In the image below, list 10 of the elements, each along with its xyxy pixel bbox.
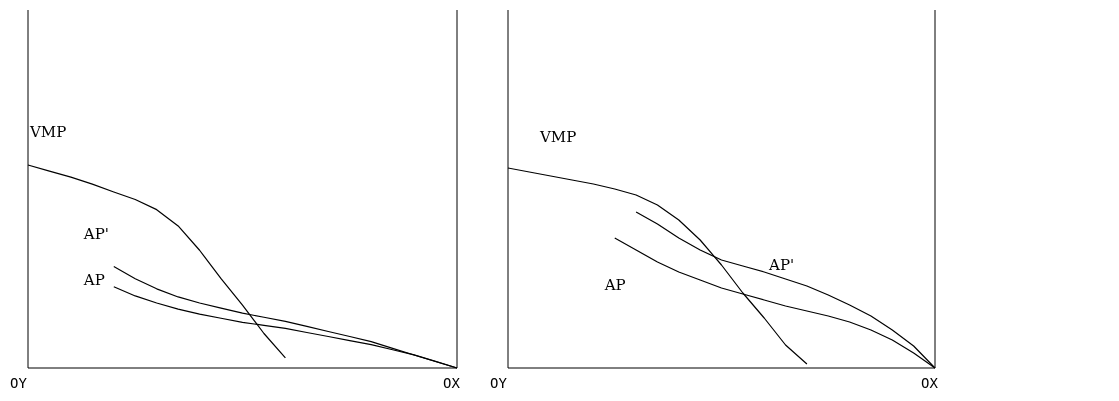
text: OY — [10, 375, 28, 391]
series-label: VMP — [539, 128, 577, 146]
text: OX — [921, 375, 939, 391]
series-label: AP' — [768, 256, 795, 274]
text: OY — [490, 375, 508, 391]
text: OX — [443, 375, 461, 391]
series-label: AP — [603, 276, 626, 294]
series-label: AP — [82, 270, 105, 289]
series-label: VMP — [29, 123, 67, 141]
series-label: AP' — [82, 224, 109, 243]
